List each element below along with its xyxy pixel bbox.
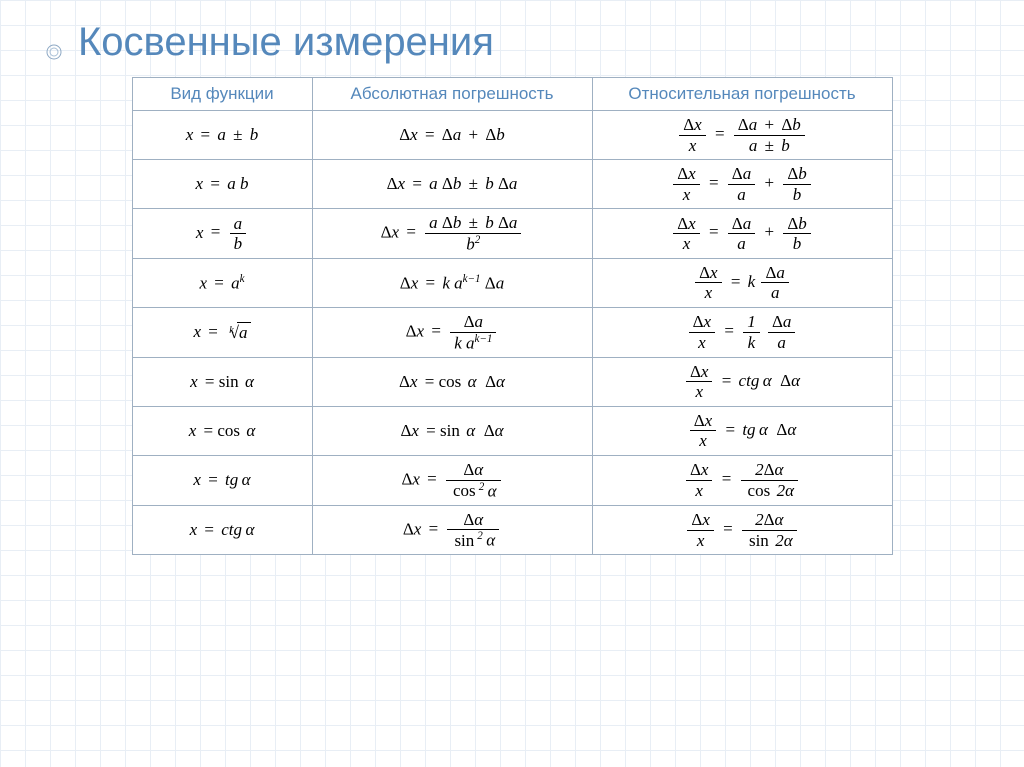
table-row: x = ab Δx = a Δb ± b Δab2 Δxx = Δaa + Δb… [132,209,892,259]
fn-cell: x = ab [132,209,312,259]
col-absolute: Абсолютная погрешность [312,78,592,111]
table-row: x = a ± b Δx = Δa + Δb Δxx = Δa + Δba ± … [132,111,892,160]
table-row: x = sin α Δx = cos α Δα Δxx = ctg α Δα [132,357,892,406]
abs-cell: Δx = cos α Δα [312,357,592,406]
rel-cell: Δxx = Δaa + Δbb [592,209,892,259]
title-bullet-icon [46,44,62,60]
table-row: x = cos α Δx = sin α Δα Δxx = tg α Δα [132,406,892,455]
fn-cell: x = ak [132,258,312,307]
error-table: Вид функции Абсолютная погрешность Относ… [132,77,893,555]
table-header-row: Вид функции Абсолютная погрешность Относ… [132,78,892,111]
fn-cell: x = cos α [132,406,312,455]
table-row: x = a b Δx = a Δb ± b Δa Δxx = Δaa + Δbb [132,160,892,209]
rel-cell: Δxx = 2Δαcos 2α [592,455,892,505]
page-title: Косвенные измерения [60,20,964,65]
col-relative: Относительная погрешность [592,78,892,111]
abs-cell: Δx = a Δb ± b Δa [312,160,592,209]
rel-cell: Δxx = 1k Δaa [592,308,892,358]
rel-cell: Δxx = Δaa + Δbb [592,160,892,209]
col-function: Вид функции [132,78,312,111]
fn-cell: x = tg α [132,455,312,505]
table-row: x = ak Δx = k ak−1 Δa Δxx = k Δaa [132,258,892,307]
table-row: x = tg α Δx = Δαcos2 α Δxx = 2Δαcos 2α [132,455,892,505]
rel-cell: Δxx = ctg α Δα [592,357,892,406]
table-row: x = ctg α Δx = Δαsin2 α Δxx = 2Δαsin 2α [132,505,892,555]
abs-cell: Δx = Δαsin2 α [312,505,592,555]
rel-cell: Δxx = Δa + Δba ± b [592,111,892,160]
fn-cell: x = k√a [132,308,312,358]
fn-cell: x = ctg α [132,505,312,555]
fn-cell: x = sin α [132,357,312,406]
table-row: x = k√a Δx = Δak ak−1 Δxx = 1k Δaa [132,308,892,358]
abs-cell: Δx = a Δb ± b Δab2 [312,209,592,259]
fn-cell: x = a b [132,160,312,209]
rel-cell: Δxx = tg α Δα [592,406,892,455]
rel-cell: Δxx = 2Δαsin 2α [592,505,892,555]
abs-cell: Δx = Δαcos2 α [312,455,592,505]
abs-cell: Δx = k ak−1 Δa [312,258,592,307]
abs-cell: Δx = sin α Δα [312,406,592,455]
fn-cell: x = a ± b [132,111,312,160]
rel-cell: Δxx = k Δaa [592,258,892,307]
abs-cell: Δx = Δak ak−1 [312,308,592,358]
abs-cell: Δx = Δa + Δb [312,111,592,160]
